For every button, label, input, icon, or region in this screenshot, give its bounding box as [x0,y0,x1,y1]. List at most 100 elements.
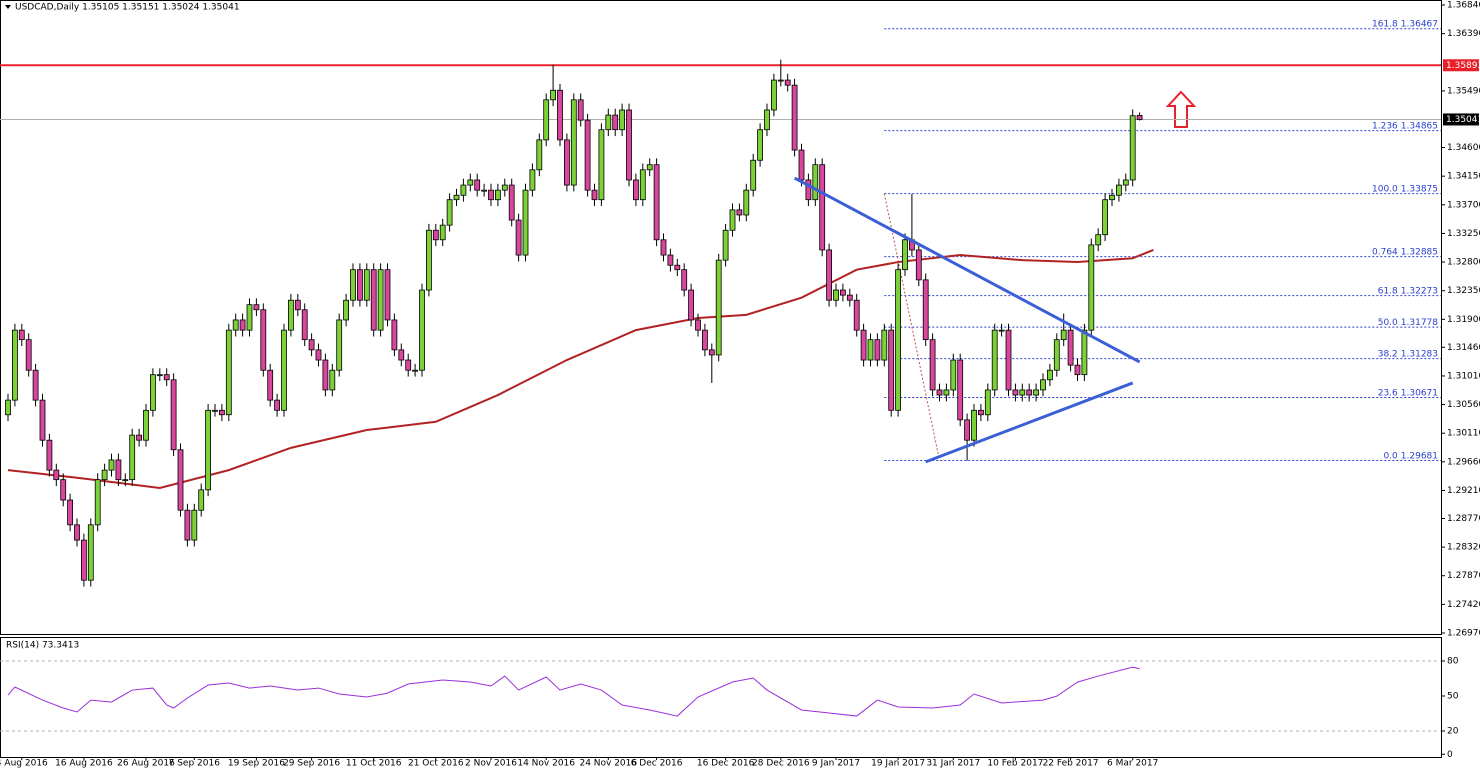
candle-body [115,459,122,481]
candle-body [853,299,860,331]
x-tick-label: 14 Nov 2016 [517,759,575,769]
candle-body [584,119,591,191]
rsi-title: RSI(14) 73.3413 [6,641,79,651]
candle-body [246,304,253,331]
candle-body [922,279,929,341]
y-tick-label: 1.36840 [1447,1,1480,11]
candle-body [11,329,18,401]
candle-body [750,159,757,191]
candle-body [460,184,467,196]
candle-body [1088,244,1095,331]
candle-body [412,369,419,372]
candle-body [943,389,950,396]
fib-price: 1.33875 [1401,184,1438,194]
candle-body [1047,369,1053,381]
candle-body [964,419,970,441]
y-tick-label: 1.32350 [1447,286,1480,296]
candle-body [149,374,156,411]
x-tick-label: 6 Mar 2017 [1107,759,1158,769]
up-arrow [1165,90,1197,128]
price-box-label: 1.35041 [1446,115,1480,125]
candle-body [446,199,453,226]
candle-body [391,319,398,351]
candle-body [474,179,481,191]
candle-body [136,434,143,441]
candle-body [419,289,425,371]
candle-body [1019,389,1026,396]
candle-body [633,179,639,201]
candle-body [881,329,888,361]
candle-body [1074,364,1081,376]
candle-body [736,209,743,216]
y-tick-label: 1.31010 [1447,371,1480,381]
candle-body [405,359,412,371]
candle-body [1012,389,1019,396]
candle-body [978,409,984,416]
candle-body [605,114,612,131]
candle-body [840,289,846,296]
fib-price: 1.30671 [1401,388,1438,398]
y-tick-label: 1.29210 [1447,486,1480,496]
fib-ratio: 50.0 [1378,318,1398,328]
candle-body [1005,329,1012,391]
candle-body [550,89,556,101]
fib-price: 1.32273 [1401,286,1438,296]
moving-average [7,249,1154,489]
candle-body [1053,339,1060,371]
candle-body [315,349,322,361]
fib-level-label: 50.0 1.31778 [1378,318,1439,328]
candle-body [784,79,791,86]
x-tick-label: 26 Aug 2016 [117,759,175,769]
fib-ratio: 23.6 [1378,388,1398,398]
candle-body [577,99,584,121]
candle-body [453,194,460,201]
candle-body [494,189,501,201]
candle-body [308,339,315,351]
candle-body [771,79,777,111]
candle-body [570,99,577,186]
candle-body [205,409,212,491]
fib-price: 1.32885 [1401,247,1438,257]
candle-body [322,359,329,391]
x-tick-label: 6 Dec 2016 [631,759,683,769]
price-box [1443,113,1479,126]
x-tick-label: 11 Oct 2016 [346,759,402,769]
fib-price: 1.31778 [1401,318,1438,328]
candle-body [488,189,494,201]
y-tick-label: 1.34600 [1447,143,1480,153]
candle-body [902,239,908,271]
candle-body [363,269,370,301]
y-tick-label: 1.27870 [1447,571,1480,581]
candle-body [1033,389,1039,396]
candle-body [888,329,895,411]
rsi-y-tick-label: 80 [1447,657,1459,667]
candle-body [198,489,205,511]
candle-body [984,389,991,416]
symbol-header: USDCAD,Daily 1.35105 1.35151 1.35024 1.3… [15,3,240,13]
x-tick-label: 2 Nov 2016 [465,759,517,769]
candle-body [874,339,881,361]
y-tick-label: 1.30110 [1447,429,1480,439]
fib-ratio: 1.236 [1372,121,1398,131]
candle-body [764,109,770,131]
candle-body [998,329,1005,332]
candle-body [543,99,550,141]
candle-body [1026,389,1033,396]
candle-body [743,189,750,216]
candle-body [81,539,87,581]
fib-level-label: 0.0 1.29681 [1383,451,1438,461]
candle-body [329,369,336,391]
candle-body [1095,234,1102,246]
candle-body [225,329,232,416]
fib-level-label: 161.8 1.36467 [1372,19,1438,29]
y-tick-label: 1.27420 [1447,600,1480,610]
candle-body [660,239,667,256]
x-tick-label: 21 Oct 2016 [408,759,464,769]
fib-level-label: 61.8 1.32273 [1378,286,1438,296]
candle-body [287,299,294,331]
y-tick-label: 1.34150 [1447,172,1480,182]
candle-body [267,369,274,401]
candle-body [833,289,839,301]
candle-body [336,319,343,371]
